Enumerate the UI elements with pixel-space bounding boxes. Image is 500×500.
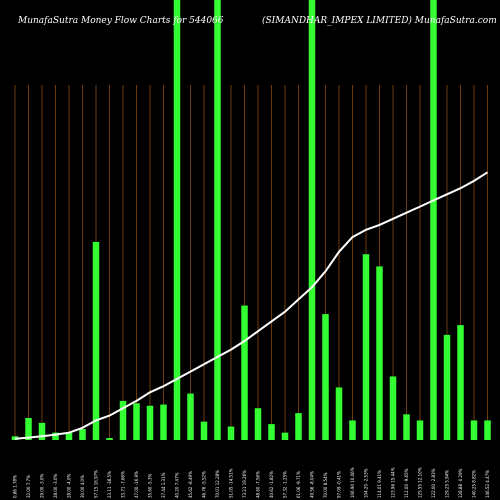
x-tick-label: 48.60 -7.56% bbox=[256, 471, 261, 498]
bar bbox=[308, 0, 316, 440]
bar bbox=[349, 420, 356, 440]
x-tick-label: 57.15 16.97% bbox=[94, 470, 99, 498]
bar bbox=[389, 376, 397, 440]
x-tick-label: 30.00 4.0% bbox=[80, 475, 85, 498]
bar bbox=[119, 400, 127, 440]
x-tick-label: 106.90 10.06% bbox=[350, 467, 355, 498]
bar bbox=[106, 438, 113, 440]
x-tick-label: 73.21 19.26% bbox=[242, 470, 247, 498]
x-tick-label: 49.56 -8.04% bbox=[310, 471, 315, 498]
x-tick-label: 45.62 -8.49% bbox=[188, 471, 193, 498]
x-tick-label: 114.01 9.41% bbox=[377, 470, 382, 498]
chart-title-left: MunafaSutra Money Flow Charts for 544066 bbox=[17, 16, 224, 26]
x-tick-label: 112.00 -9.65% bbox=[404, 468, 409, 498]
bar bbox=[187, 393, 194, 440]
bar bbox=[457, 325, 464, 440]
trend-line-layer bbox=[14, 171, 489, 440]
bar bbox=[268, 424, 275, 440]
bar bbox=[335, 387, 343, 440]
bar bbox=[227, 426, 235, 440]
bar bbox=[79, 429, 86, 440]
x-tick-label: 40.62 -1.82% bbox=[269, 471, 274, 498]
x-tick-label: 29.00 -3.0% bbox=[40, 473, 45, 498]
x-tick-label: 23.11 -38.5% bbox=[107, 471, 112, 498]
bar bbox=[38, 422, 46, 440]
bar bbox=[133, 403, 140, 440]
bar bbox=[362, 254, 370, 440]
x-tick-label: 125.55 12.10% bbox=[418, 467, 423, 498]
x-tick-label: 123.96 15.44% bbox=[391, 467, 396, 498]
x-tick-label: 97.09 -0.41% bbox=[337, 471, 342, 498]
x-tick-label: 32.00 7.7% bbox=[26, 475, 31, 498]
x-tick-label: 28.00 -3.0% bbox=[53, 473, 58, 498]
bar bbox=[200, 421, 208, 440]
bar bbox=[173, 0, 181, 440]
x-tick-label: 128.88 -0.29% bbox=[458, 468, 463, 498]
bar bbox=[65, 432, 73, 440]
bar bbox=[376, 266, 383, 440]
bar bbox=[281, 432, 289, 440]
x-tick-label: 70.01 12.28% bbox=[215, 470, 220, 498]
bar bbox=[470, 420, 478, 440]
x-tick-label: 46.76 -5.52% bbox=[202, 471, 207, 498]
bar bbox=[241, 305, 248, 440]
bar bbox=[254, 408, 262, 440]
x-tick-label: 0.86 1.78% bbox=[13, 475, 18, 498]
bar bbox=[25, 418, 32, 440]
bar bbox=[416, 420, 424, 440]
x-tick-label: 37.44 1.31% bbox=[161, 472, 166, 498]
x-tick-label: 61.06 -9.71% bbox=[296, 471, 301, 498]
x-tick-label: 51.05 -14.51% bbox=[229, 468, 234, 498]
bar bbox=[92, 242, 100, 440]
x-tick-label: 70.00 8.54% bbox=[323, 472, 328, 498]
x-tick-label: 146.52 4.47% bbox=[485, 470, 490, 498]
chart-title-right: (SIMANDHAR_IMPEX LIMITED) MunafaSutra.co… bbox=[262, 15, 497, 26]
x-tick-label: 104.20 -2.53% bbox=[364, 468, 369, 498]
bar bbox=[443, 334, 451, 440]
bar bbox=[403, 414, 410, 440]
x-tick-label: 33.71 -7.66% bbox=[121, 471, 126, 498]
x-tick-label: 140.25 8.82% bbox=[472, 470, 477, 498]
x-tick-label: 35.60 -5.3% bbox=[148, 473, 153, 498]
bar bbox=[484, 420, 491, 440]
bar bbox=[146, 405, 154, 440]
bars bbox=[11, 0, 491, 440]
x-tick-labels: 0.86 1.78% 32.00 7.7% 29.00 -3.0% 28.00 -3.… bbox=[13, 467, 491, 498]
bar bbox=[52, 432, 59, 440]
x-tick-label: 129.25 5.94% bbox=[445, 470, 450, 498]
bar bbox=[295, 413, 302, 440]
bar bbox=[430, 0, 437, 440]
x-tick-label: 47.00 -16.9% bbox=[134, 471, 139, 498]
x-tick-label: 40.20 7.47% bbox=[175, 472, 180, 498]
x-tick-label: 28.00 -4.0% bbox=[67, 473, 72, 498]
trend-line bbox=[14, 171, 489, 440]
x-tick-label: 57.32 -1.25% bbox=[283, 471, 288, 498]
bar bbox=[160, 404, 167, 440]
x-tick-label: 122.00 -2.83% bbox=[431, 468, 436, 498]
bar bbox=[322, 314, 329, 440]
bar bbox=[214, 0, 221, 440]
